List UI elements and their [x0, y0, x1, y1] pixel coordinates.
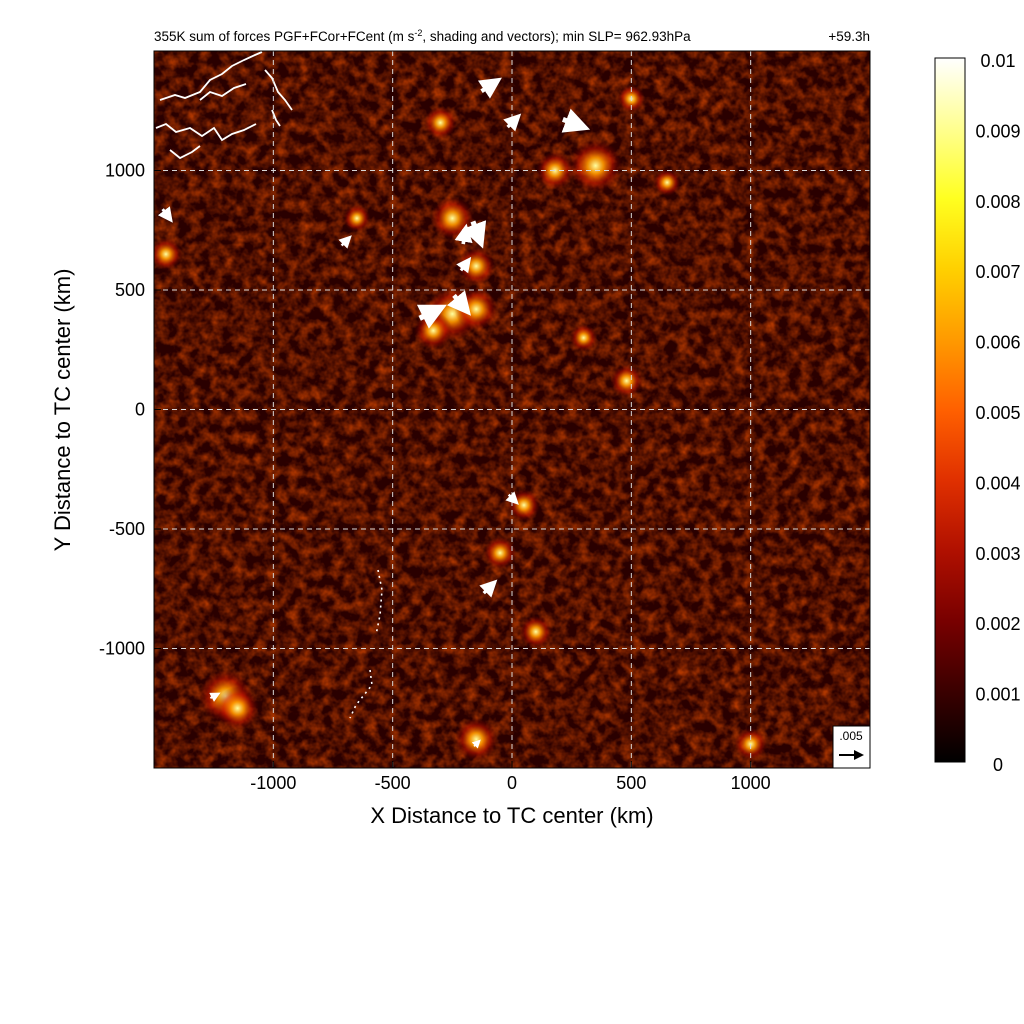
hotspot-11: [483, 536, 517, 570]
coastline: [155, 51, 383, 719]
vector-arrow-9: [157, 206, 173, 223]
y-tick-label-2: 0: [135, 400, 145, 420]
force-vectors: [157, 77, 591, 749]
x-axis-label: X Distance to TC center (km): [370, 803, 653, 828]
colorbar-tick-label-2: 0.002: [975, 614, 1020, 634]
y-tick-label-4: 1000: [105, 161, 145, 181]
vector-arrow-11: [505, 491, 519, 505]
y-axis-ticks: -1000 -500 0 500 1000: [99, 161, 161, 659]
colorbar-tick-label-9: 0.009: [975, 121, 1020, 141]
colorbar-tick-label-3: 0.003: [975, 544, 1020, 564]
hotspot-18: [154, 237, 183, 271]
colorbar-tick-label-0: 0: [993, 755, 1003, 775]
vector-arrow-6: [416, 304, 447, 329]
colorbar-tick-label-6: 0.006: [975, 333, 1020, 353]
y-tick-label-3: 500: [115, 280, 145, 300]
vector-arrow-8: [338, 235, 352, 249]
x-tick-label-0: -1000: [250, 773, 296, 793]
colorbar-tick-label-8: 0.008: [975, 192, 1020, 212]
x-axis-ticks: -1000 -500 0 500 1000: [250, 761, 771, 793]
hotspot-2: [454, 287, 498, 331]
hotspot-9: [215, 686, 260, 730]
vector-arrow-3: [462, 220, 487, 249]
colorbar-scale: [934, 57, 966, 763]
colorbar-tick-label-10: 0.01: [980, 51, 1015, 71]
vector-arrow-7: [446, 290, 471, 316]
colorbar: 0 0.001 0.002 0.003 0.004 0.005 0.006 0.007 0.00…: [934, 51, 1021, 775]
y-tick-label-1: -500: [109, 519, 145, 539]
heatmap-texture: [154, 51, 870, 768]
hotspot-13: [519, 615, 553, 649]
vector-arrow-5: [456, 256, 472, 274]
vector-arrow-10: [479, 579, 498, 598]
vector-arrow-0: [477, 77, 502, 99]
hotspot-14: [610, 364, 643, 398]
vector-arrow-12: [209, 692, 221, 702]
colorbar-tick-label-4: 0.004: [975, 473, 1020, 493]
hotspot-5: [430, 196, 474, 240]
reference-vector-box: [832, 725, 871, 769]
reference-vector: .005: [832, 725, 871, 769]
hotspot-6: [457, 247, 496, 286]
y-tick-label-0: -1000: [99, 639, 145, 659]
vector-arrow-2: [503, 113, 522, 132]
vector-arrow-13: [471, 739, 481, 749]
gridlines: [154, 51, 870, 768]
colorbar-ticks: 0 0.001 0.002 0.003 0.004 0.005 0.006 0.007 0.00…: [975, 51, 1020, 775]
colorbar-tick-label-7: 0.007: [975, 262, 1020, 282]
heatmap-plot-area: [154, 51, 870, 768]
vector-arrow-1: [561, 108, 591, 133]
x-tick-label-1: -500: [375, 773, 411, 793]
hotspot-16: [653, 168, 681, 197]
hotspot-10: [454, 717, 498, 761]
time-label: +59.3h: [828, 29, 870, 44]
hotspot-20: [569, 324, 598, 352]
vector-arrow-4: [454, 223, 473, 245]
y-axis-label: Y Distance to TC center (km): [50, 269, 75, 552]
reference-vector-label: .005: [839, 729, 863, 743]
x-tick-label-3: 500: [616, 773, 646, 793]
hotspot-7: [424, 106, 457, 140]
x-tick-label-2: 0: [507, 773, 517, 793]
hotspot-19: [343, 204, 371, 233]
x-tick-label-4: 1000: [731, 773, 771, 793]
colorbar-tick-label-5: 0.005: [975, 403, 1020, 423]
colorbar-tick-label-1: 0.001: [975, 685, 1020, 705]
hotspot-3: [568, 138, 623, 193]
chart-title: 355K sum of forces PGF+FCor+FCent (m s-2…: [154, 28, 691, 44]
